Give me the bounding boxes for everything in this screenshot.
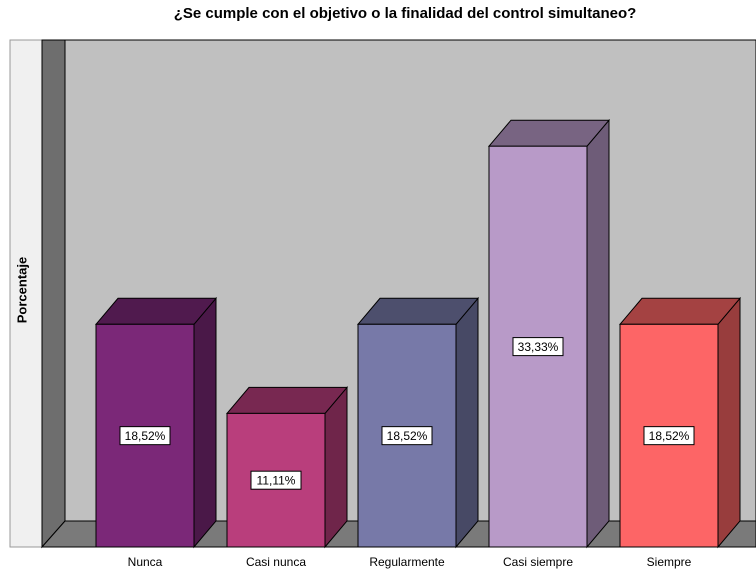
bar-side: [717, 296, 741, 549]
value-label: 18,52%: [649, 429, 690, 443]
value-label-box: [119, 426, 171, 446]
axis-panel: [9, 39, 43, 548]
bar-side: [455, 296, 479, 549]
left-wall: [41, 39, 66, 549]
value-label: 18,52%: [387, 429, 428, 443]
value-label-box: [381, 426, 433, 446]
value-label: 11,11%: [257, 473, 296, 487]
x-tick-label: Casi nunca: [246, 555, 306, 569]
value-label: 33,33%: [518, 340, 559, 354]
bar-side: [193, 296, 217, 549]
x-tick-label: Siempre: [647, 555, 692, 569]
value-label-box: [512, 337, 564, 357]
value-label-box: [643, 426, 695, 446]
bar-side: [324, 386, 348, 549]
value-label: 18,52%: [125, 429, 166, 443]
x-tick-label: Regularmente: [369, 555, 445, 569]
chart-title: ¿Se cumple con el objetivo o la finalida…: [174, 5, 637, 22]
value-label-box: [250, 470, 302, 490]
x-tick-label: Casi siempre: [503, 555, 573, 569]
x-tick-label: Nunca: [128, 555, 163, 569]
y-axis-label: Porcentaje: [14, 257, 29, 323]
bar-side: [586, 118, 610, 549]
